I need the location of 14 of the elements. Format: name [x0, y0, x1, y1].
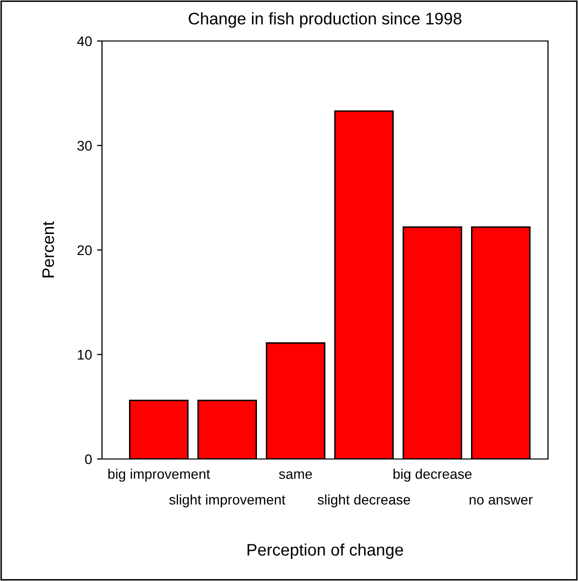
x-axis-title: Perception of change — [248, 543, 404, 560]
y-tick-label: 40 — [77, 36, 92, 46]
x-tick-label: big decrease — [394, 468, 472, 482]
y-tick-label: 0 — [85, 454, 92, 464]
x-tick-label: no answer — [470, 497, 533, 505]
y-tick-label: 10 — [78, 350, 92, 360]
y-tick-label: 20 — [78, 245, 92, 256]
x-tick-label: big improvement — [108, 468, 210, 482]
y-axis-title: Percent — [42, 221, 54, 278]
y-tick-label: 30 — [77, 140, 92, 151]
x-tick-label: slight decrease — [318, 494, 410, 508]
chart-title: Change in fish production since 1998 — [188, 12, 462, 28]
x-tick-label: slight improvement — [169, 494, 286, 508]
x-tick-label: same — [278, 471, 312, 479]
